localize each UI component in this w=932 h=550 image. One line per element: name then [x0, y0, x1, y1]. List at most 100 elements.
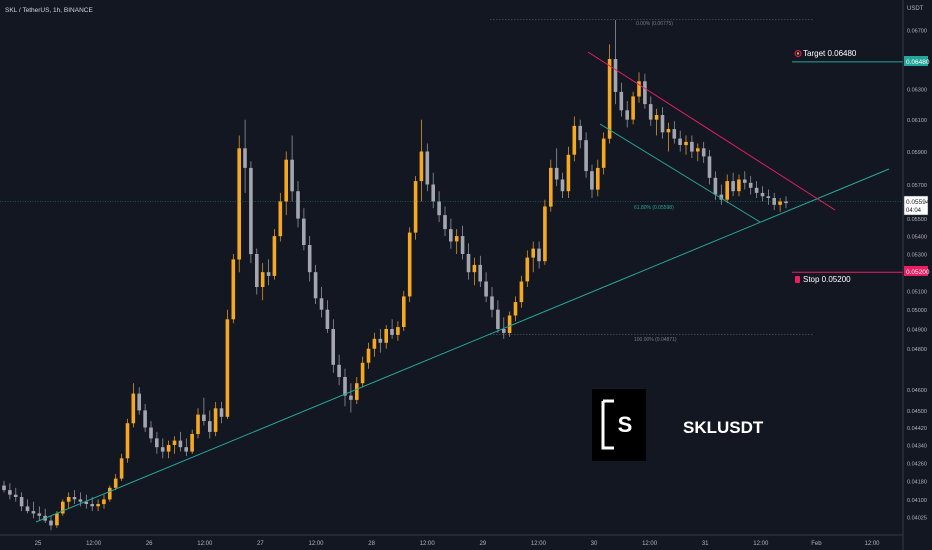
stop-icon [795, 276, 800, 283]
candle-body [437, 201, 441, 216]
candle-body [319, 298, 324, 310]
candle-body [590, 171, 594, 190]
candle-body [202, 414, 206, 421]
candle-body [72, 497, 77, 500]
candle-body [84, 501, 89, 504]
time-tick-label: 12:00 [753, 541, 769, 547]
candle-body [466, 254, 471, 273]
candle-body [219, 408, 224, 417]
candle-body [425, 151, 430, 185]
candle-body [290, 159, 294, 192]
candle-body [631, 96, 635, 120]
candle-body [560, 179, 565, 192]
candle-body [637, 81, 641, 97]
candle-body [531, 248, 535, 258]
candle-body [766, 196, 771, 198]
time-tick-label: 12:00 [864, 541, 880, 547]
candle-body [407, 232, 412, 297]
candle-body [343, 377, 347, 396]
candle-body [196, 414, 200, 434]
candle-body [390, 329, 394, 335]
candle-body [701, 148, 706, 157]
candle-body [184, 447, 188, 452]
candle-body [731, 181, 735, 192]
price-tick-label: 0.06100 [907, 118, 927, 124]
candle-body [601, 138, 606, 168]
price-tick-label: 0.04180 [907, 479, 927, 485]
watermark-logo [592, 389, 646, 461]
candle-body [166, 445, 171, 452]
candle-body [155, 438, 159, 448]
candle-body [484, 281, 488, 297]
candle-body [302, 218, 306, 245]
candle-body [178, 440, 183, 448]
candle-body [396, 327, 400, 335]
candle-body [108, 487, 112, 500]
price-tick-label: 0.04340 [907, 444, 927, 450]
candle-body [31, 511, 36, 514]
price-tick-label: 0.04260 [907, 461, 927, 467]
candle-body [737, 179, 741, 192]
fib-bottom-label: 100.00% (0.04871) [634, 337, 677, 343]
candle-body [707, 156, 712, 178]
price-tick-label: 0.05400 [907, 235, 927, 241]
time-axis[interactable]: 25 12:00 26 12:00 27 12:00 28 12:00 29 12:00 30 12:… [0, 534, 903, 547]
stop-price-tag: 0.05200 [904, 266, 930, 276]
candle-body [725, 181, 729, 200]
candles [2, 20, 788, 531]
candle-body [384, 329, 388, 343]
candle-body [743, 179, 747, 183]
price-tick-label: 0.04100 [907, 498, 927, 504]
candle-body [231, 259, 236, 320]
candle-body [478, 264, 482, 282]
support-trendline [35, 168, 890, 523]
candle-body [754, 187, 759, 193]
currency-label: USDT [907, 6, 924, 12]
candle-body [678, 138, 682, 145]
candle-body [260, 272, 265, 287]
candle-body [37, 513, 42, 516]
candle-body [119, 458, 124, 479]
candle-body [543, 206, 547, 262]
candle-body [690, 141, 694, 152]
candle-body [2, 485, 6, 491]
price-tick-label: 0.05900 [907, 150, 927, 156]
candle-body [49, 520, 53, 526]
candle-body [66, 497, 71, 502]
candle-body [648, 104, 653, 120]
candle-body [549, 167, 553, 207]
candle-body [255, 254, 259, 287]
target-price-tag: 0.06480 [904, 56, 930, 66]
target-label: Target 0.06480 [794, 49, 857, 58]
candle-body [337, 364, 341, 377]
candle-body [584, 140, 588, 172]
candle-body [778, 201, 782, 205]
time-tick-label: 28 [368, 541, 375, 547]
candle-body [454, 236, 459, 242]
price-axis[interactable]: USDT 0.067000.065000.063000.061000.05900… [902, 0, 927, 550]
svg-text:0.06480: 0.06480 [906, 59, 930, 66]
candle-body [113, 478, 118, 488]
time-tick-label: 27 [257, 541, 264, 547]
candle-body [525, 257, 530, 282]
candle-body [266, 272, 271, 276]
price-tick-label: 0.04800 [907, 347, 927, 353]
candle-body [490, 296, 494, 310]
watermark-logo-letter: S [618, 412, 633, 437]
fib-top-label: 0.00% (0.06775) [636, 21, 673, 27]
candle-body [137, 393, 141, 411]
candle-body [149, 427, 153, 439]
candle-body [243, 148, 247, 168]
time-tick-label: 30 [591, 541, 598, 547]
candle-body [225, 319, 230, 417]
candle-body [443, 215, 447, 230]
candle-body [25, 506, 30, 512]
candle-body [460, 236, 465, 254]
time-tick-label: 12:00 [308, 541, 324, 547]
candle-body [713, 177, 718, 195]
candle-body [537, 248, 541, 262]
price-tick-label: 0.05700 [907, 183, 927, 189]
svg-text:Stop 0.05200: Stop 0.05200 [803, 275, 851, 284]
target-icon [794, 50, 802, 57]
